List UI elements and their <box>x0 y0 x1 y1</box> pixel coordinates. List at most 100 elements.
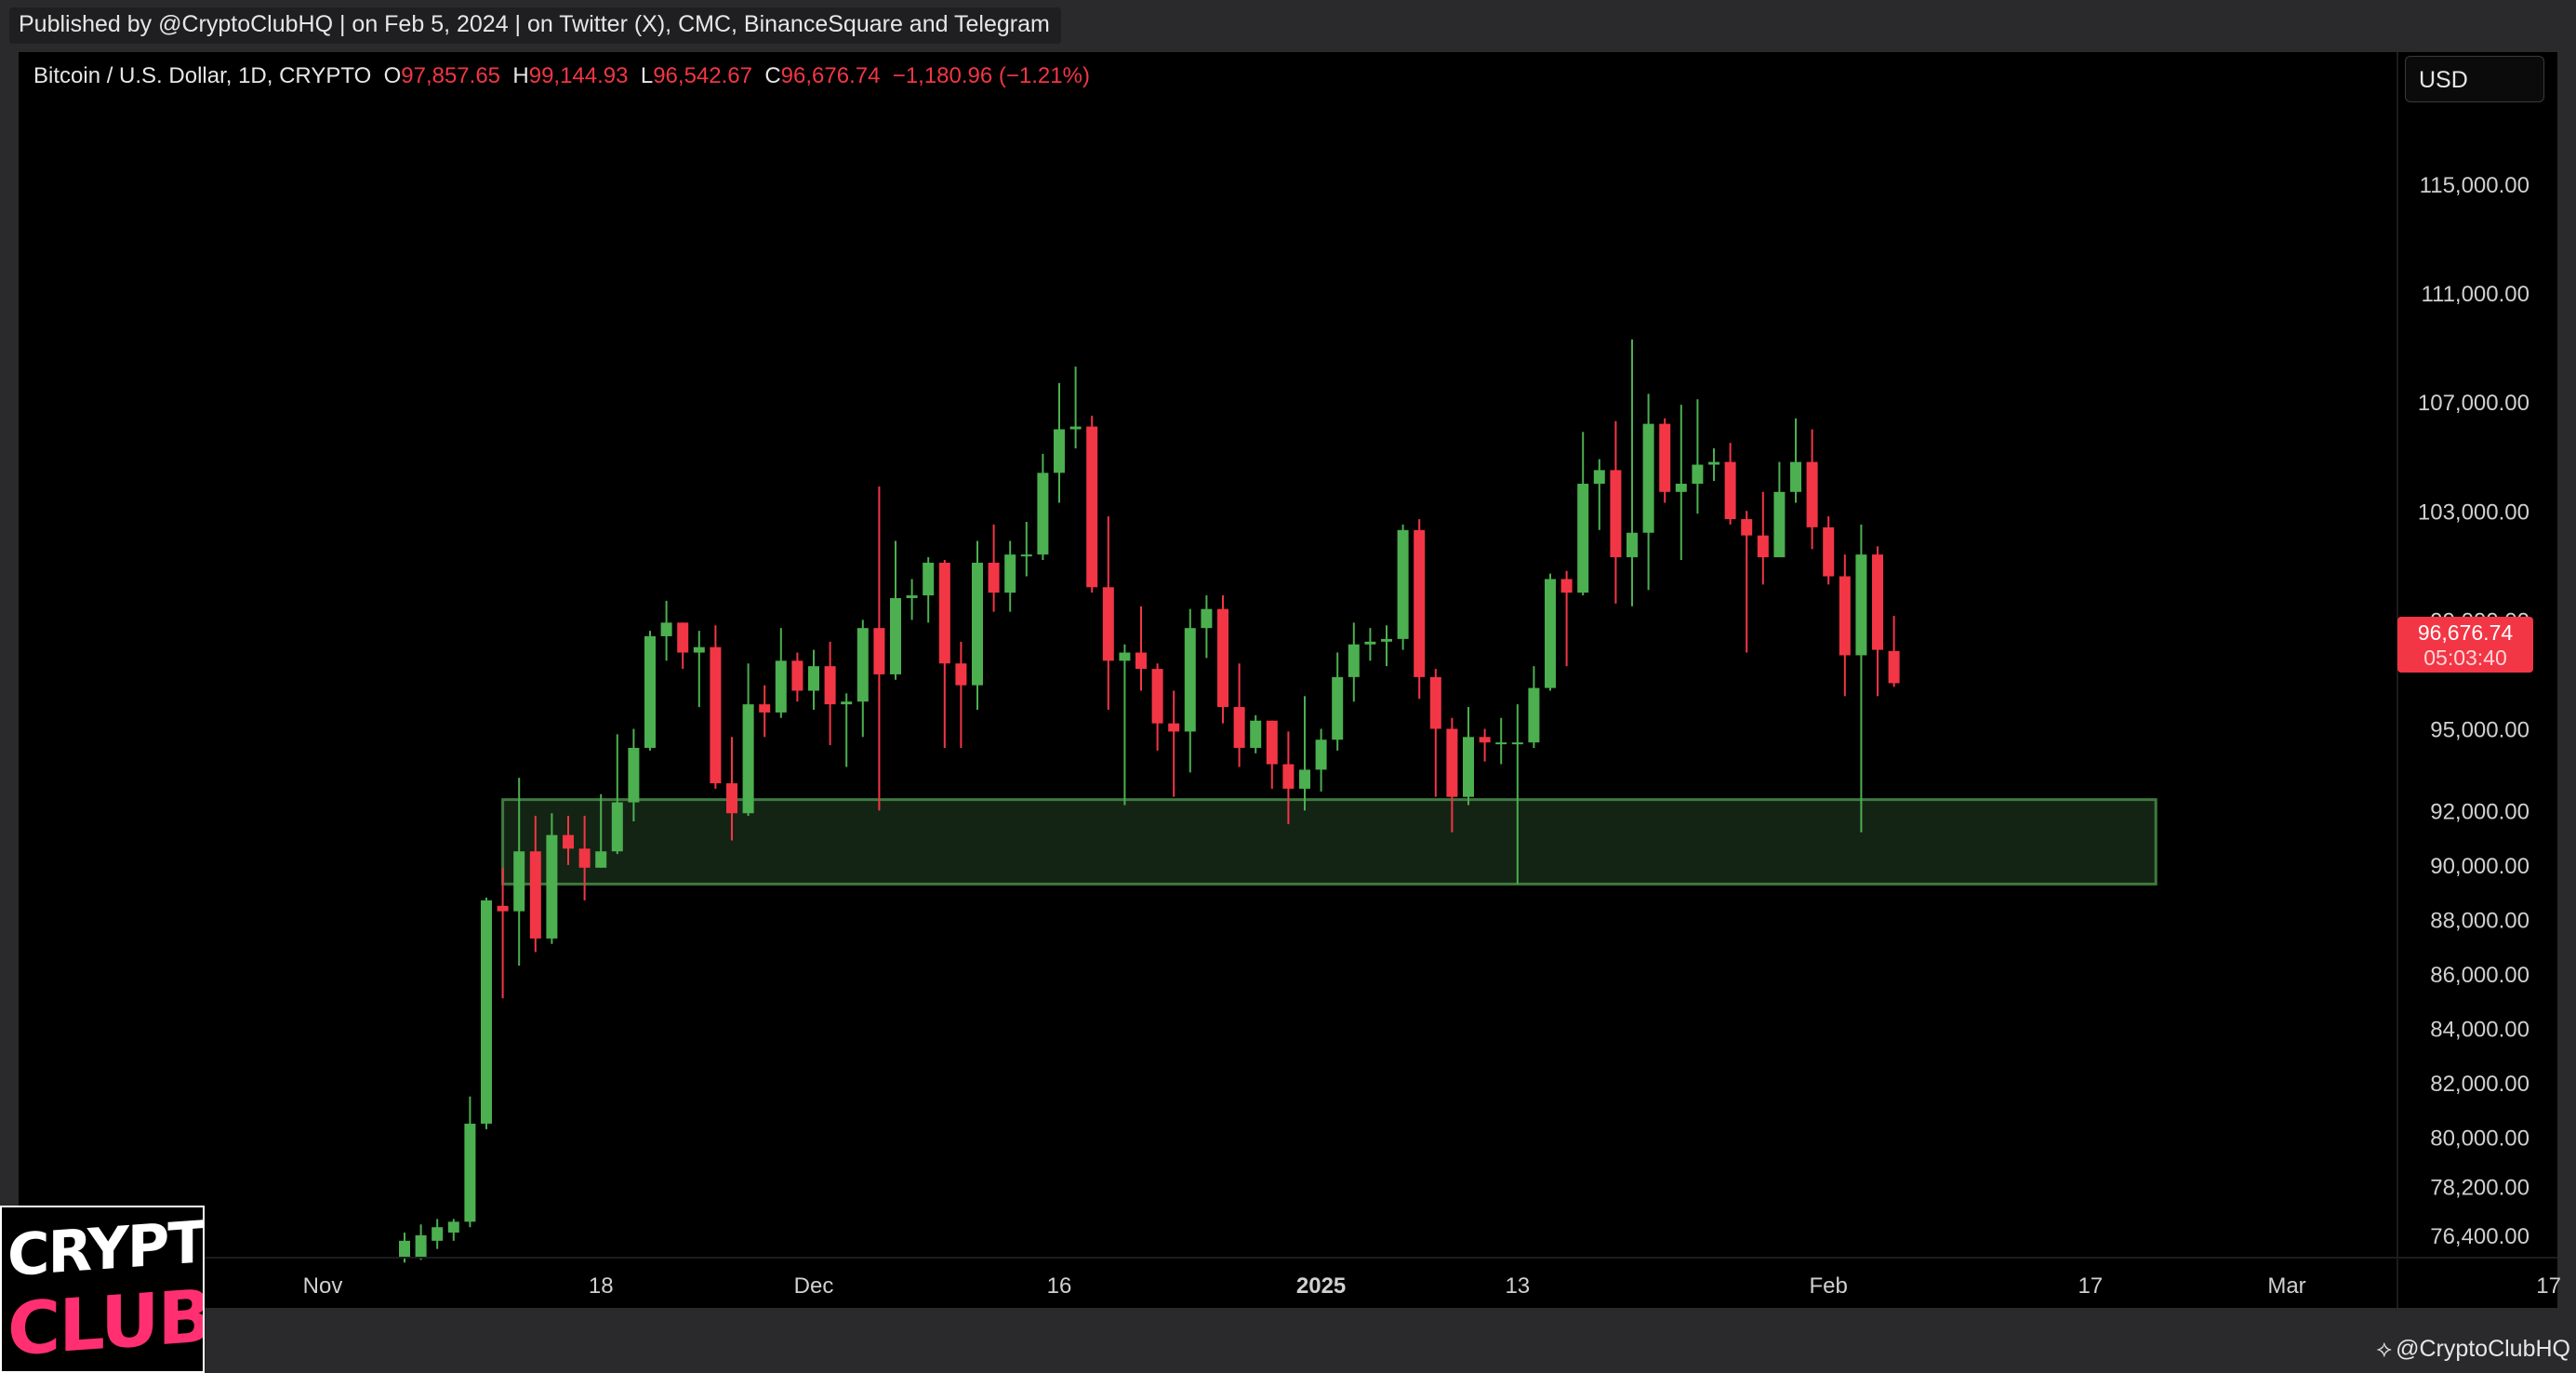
candle-body <box>1675 484 1687 492</box>
candle[interactable] <box>1479 728 1491 762</box>
candle[interactable] <box>1495 717 1507 765</box>
chart-frame[interactable] <box>19 52 2557 1308</box>
candle[interactable] <box>775 628 787 718</box>
candle[interactable] <box>1724 443 1736 525</box>
candle[interactable] <box>628 728 640 822</box>
candle[interactable] <box>1692 399 1704 514</box>
candle[interactable] <box>726 737 737 841</box>
candle[interactable] <box>611 734 623 855</box>
candle[interactable] <box>1708 447 1720 482</box>
candle[interactable] <box>1233 663 1245 767</box>
candle[interactable] <box>1086 415 1098 593</box>
candle[interactable] <box>759 685 771 738</box>
candle[interactable] <box>432 1219 444 1249</box>
candle[interactable] <box>660 600 672 661</box>
candle[interactable] <box>1151 663 1163 751</box>
candle[interactable] <box>1364 628 1376 661</box>
candle[interactable] <box>1675 405 1687 560</box>
candle[interactable] <box>1511 704 1523 885</box>
candle[interactable] <box>955 641 967 748</box>
candle[interactable] <box>464 1096 476 1228</box>
candle[interactable] <box>1642 393 1654 591</box>
candle[interactable] <box>1872 546 1883 697</box>
candle[interactable] <box>1593 459 1605 530</box>
candle[interactable] <box>791 652 803 702</box>
candle-body <box>1397 529 1409 639</box>
candle[interactable] <box>1429 669 1441 797</box>
candle[interactable] <box>1823 516 1835 585</box>
candle[interactable] <box>677 622 689 670</box>
candle[interactable] <box>1315 728 1327 792</box>
candle[interactable] <box>447 1219 459 1241</box>
candle[interactable] <box>988 524 1000 612</box>
candle[interactable] <box>906 579 918 620</box>
close-value: 96,676.74 <box>780 63 881 88</box>
candle[interactable] <box>1463 707 1474 806</box>
candle[interactable] <box>1119 644 1131 806</box>
candle[interactable] <box>1266 720 1278 789</box>
candle[interactable] <box>1184 608 1196 773</box>
candle[interactable] <box>1773 461 1786 558</box>
candle[interactable] <box>1659 418 1671 503</box>
candle[interactable] <box>856 620 869 738</box>
candle[interactable] <box>1069 367 1082 448</box>
candle[interactable] <box>644 631 656 751</box>
candle[interactable] <box>923 557 935 623</box>
candle[interactable] <box>693 631 705 708</box>
candle[interactable] <box>1528 666 1540 748</box>
candle[interactable] <box>1250 714 1262 753</box>
candle[interactable] <box>513 778 525 966</box>
support-zone[interactable] <box>501 798 2158 886</box>
candle[interactable] <box>1037 453 1049 560</box>
candle[interactable] <box>1888 616 1900 687</box>
candle[interactable] <box>1135 606 1147 691</box>
candle[interactable] <box>497 867 509 999</box>
candle[interactable] <box>415 1224 427 1260</box>
candle[interactable] <box>1397 524 1409 650</box>
candle[interactable] <box>938 559 950 748</box>
candle[interactable] <box>1217 595 1228 724</box>
candle[interactable] <box>1102 516 1114 710</box>
candle[interactable] <box>710 625 722 789</box>
candle[interactable] <box>972 540 983 710</box>
candle[interactable] <box>1332 652 1344 751</box>
candle[interactable] <box>824 641 836 746</box>
symbol-label[interactable]: Bitcoin / U.S. Dollar, 1D, CRYPTO <box>33 63 372 88</box>
candle[interactable] <box>1004 540 1016 612</box>
candle[interactable] <box>873 486 885 811</box>
candle[interactable] <box>1201 595 1213 659</box>
candle[interactable] <box>1560 570 1573 667</box>
candle[interactable] <box>563 816 574 865</box>
candle[interactable] <box>1790 418 1801 503</box>
candle[interactable] <box>1757 491 1769 585</box>
candle[interactable] <box>1741 511 1753 653</box>
candle[interactable] <box>1577 432 1589 596</box>
candle[interactable] <box>1627 339 1638 607</box>
candle[interactable] <box>1610 420 1622 604</box>
candle[interactable] <box>1839 554 1851 697</box>
candle[interactable] <box>841 693 853 767</box>
candle[interactable] <box>578 816 591 900</box>
candle[interactable] <box>529 816 541 953</box>
candle[interactable] <box>1545 573 1556 691</box>
candle[interactable] <box>595 793 607 868</box>
candle[interactable] <box>481 897 492 1129</box>
candle[interactable] <box>1855 524 1867 833</box>
candle[interactable] <box>1282 731 1295 824</box>
candle[interactable] <box>1446 717 1458 833</box>
candle[interactable] <box>742 663 754 817</box>
candle[interactable] <box>890 540 901 680</box>
candle[interactable] <box>1348 622 1360 702</box>
currency-button[interactable]: USD <box>2405 56 2544 102</box>
candle[interactable] <box>1299 696 1310 811</box>
candle[interactable] <box>1381 625 1392 667</box>
candle[interactable] <box>808 649 819 710</box>
candle[interactable] <box>1414 519 1426 700</box>
candle[interactable] <box>1806 429 1818 550</box>
candle[interactable] <box>1054 382 1065 503</box>
tradingview-diamond-icon: ⟡ <box>2376 1336 2393 1362</box>
candle[interactable] <box>546 813 558 944</box>
candle[interactable] <box>1020 522 1032 577</box>
candle[interactable] <box>1168 690 1180 797</box>
